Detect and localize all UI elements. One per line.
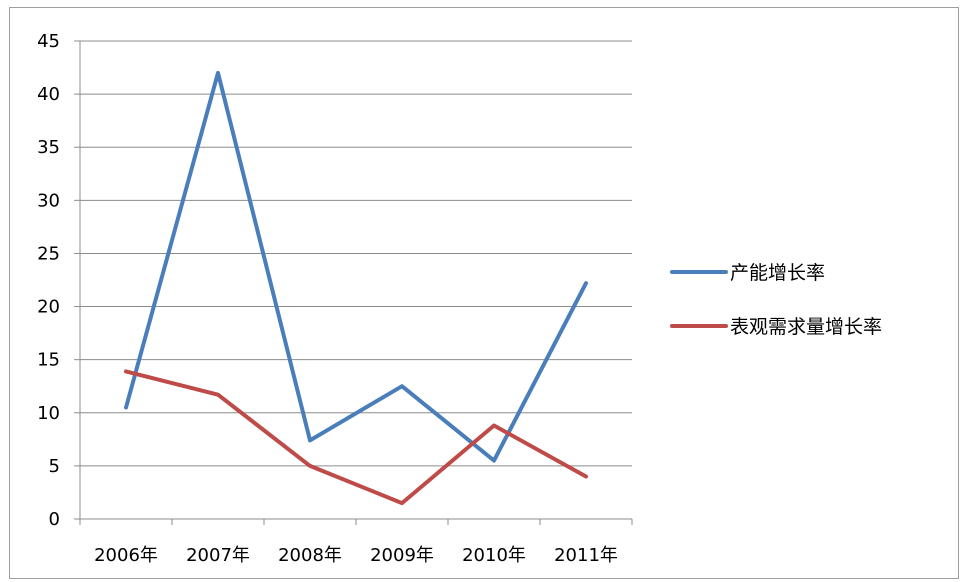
y-tick-label: 25 bbox=[37, 243, 60, 264]
series-line-0 bbox=[124, 70, 588, 463]
y-tick-label: 35 bbox=[37, 137, 60, 158]
x-tick-label: 2006年 bbox=[94, 545, 158, 566]
series-lines bbox=[124, 70, 588, 506]
y-tick-label: 10 bbox=[37, 403, 60, 424]
y-tick-label: 40 bbox=[37, 84, 60, 105]
y-tick-labels: 0 5 10 15 20 25 30 35 40 45 bbox=[37, 31, 60, 530]
y-tick-label: 5 bbox=[49, 456, 60, 477]
y-tick-label: 30 bbox=[37, 190, 60, 211]
y-tick-label: 20 bbox=[37, 297, 60, 318]
x-tick-label: 2009年 bbox=[370, 545, 434, 566]
legend-label-0: 产能增长率 bbox=[730, 262, 825, 284]
legend-label-1: 表观需求量增长率 bbox=[730, 316, 882, 338]
y-tick-label: 45 bbox=[37, 31, 60, 52]
x-tick-label: 2007年 bbox=[186, 545, 250, 566]
axes bbox=[74, 40, 633, 525]
x-tick-label: 2008年 bbox=[278, 545, 342, 566]
x-tick-labels: 2006年 2007年 2008年 2009年 2010年 2011年 bbox=[94, 545, 618, 566]
y-tick-label: 0 bbox=[49, 509, 60, 530]
y-tick-label: 15 bbox=[37, 350, 60, 371]
x-tick-label: 2010年 bbox=[462, 545, 526, 566]
grid-lines bbox=[80, 40, 632, 467]
series-line-1 bbox=[124, 369, 588, 506]
x-tick-label: 2011年 bbox=[554, 545, 618, 566]
chart-frame bbox=[9, 7, 959, 579]
